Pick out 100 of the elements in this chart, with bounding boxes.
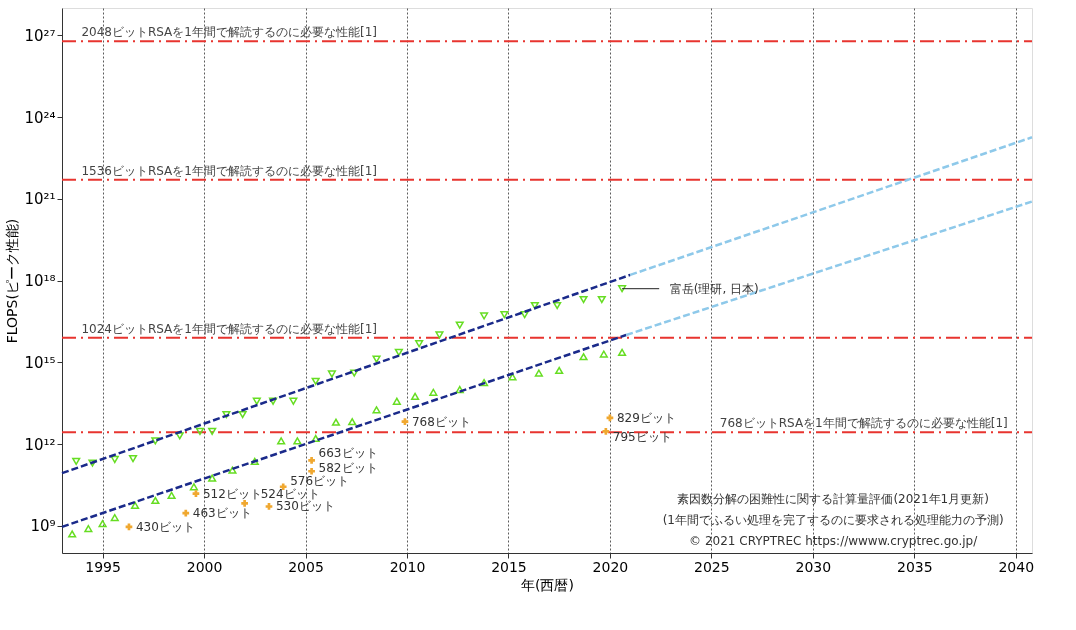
point (597, 295, 606, 304)
point (602, 428, 610, 435)
point (241, 500, 248, 507)
x-tick-label: 2010 (389, 558, 426, 575)
point (372, 355, 381, 363)
annotation: © 2021 CRYPTREC https://wwww.cryptrec.go.jp/ (689, 534, 979, 548)
point (401, 418, 409, 426)
point (348, 418, 357, 426)
point (72, 457, 81, 466)
ref-line-label: 1024ビットRSAを1年間で解読するのに必要な性能[1] (81, 321, 377, 336)
point (195, 427, 205, 436)
x-tick-label: 2035 (896, 558, 933, 575)
annotation: 463ビット (192, 506, 252, 521)
point (88, 459, 97, 467)
point (455, 321, 464, 329)
point (265, 503, 273, 510)
y-axis-title: FLOPS(ピーク性能) (4, 218, 21, 344)
point (130, 501, 140, 510)
y-tick-label: 10¹² (24, 435, 56, 454)
point (327, 370, 336, 378)
point (289, 397, 298, 405)
point (410, 392, 420, 401)
point (128, 454, 138, 463)
point (617, 285, 627, 293)
annotation: 663ビット (318, 446, 378, 461)
y-tick-label: 10¹⁵ (24, 353, 56, 372)
ref-line-label: 768ビットRSAを1年間で解読するのに必要な性能[1] (719, 416, 1008, 431)
point (392, 397, 401, 405)
point (617, 348, 627, 357)
point (429, 388, 438, 396)
point (508, 373, 517, 381)
point (293, 437, 302, 445)
point (553, 301, 562, 310)
point (208, 474, 217, 482)
point (192, 490, 200, 498)
point (84, 524, 93, 533)
x-tick-label: 2000 (186, 558, 223, 575)
point (277, 437, 286, 445)
point (311, 434, 320, 443)
point (208, 427, 217, 436)
point (250, 457, 259, 466)
annotation: 582ビット (318, 461, 378, 476)
point (98, 519, 107, 528)
point (555, 366, 564, 375)
annotation: 素因数分解の困難性に関する計算量評価(2021年1月更新) (677, 492, 989, 506)
ref-line-label: 1536ビットRSAを1年間で解読するのに必要な性能[1] (81, 163, 377, 178)
y-tick-label: 10²¹ (24, 190, 56, 209)
annotation: 829ビット (616, 410, 676, 425)
annotation: 430ビット (135, 519, 195, 534)
annotation: 576ビット (290, 473, 350, 488)
y-tick-label: 10²⁷ (24, 26, 56, 45)
point (110, 455, 119, 464)
point (167, 491, 176, 500)
x-tick-label: 2015 (491, 558, 527, 575)
point (479, 378, 489, 387)
point (222, 410, 231, 419)
point (228, 466, 237, 474)
point (182, 509, 190, 517)
x-tick-label: 2020 (592, 558, 629, 575)
point (372, 406, 381, 414)
annotation: 512ビット (202, 486, 262, 501)
point (435, 331, 444, 339)
point (311, 377, 320, 385)
point (308, 457, 315, 464)
point (534, 369, 543, 377)
x-tick-label: 2005 (288, 558, 324, 575)
y-tick-label: 10⁹ (30, 517, 56, 536)
x-tick-label: 2040 (998, 558, 1035, 575)
point (308, 467, 315, 475)
point (151, 496, 160, 505)
point (579, 353, 588, 361)
point (455, 385, 464, 394)
point (520, 310, 529, 319)
point (415, 340, 424, 348)
point (68, 530, 77, 538)
ref-line-label: 2048ビットRSAを1年間で解読するのに必要な性能[1] (81, 25, 377, 40)
point (479, 312, 489, 320)
point (394, 348, 403, 357)
point (599, 350, 608, 358)
point (175, 432, 184, 440)
x-axis-title: 年(西暦) (521, 576, 574, 593)
y-tick-label: 10²⁴ (24, 108, 56, 127)
point (110, 513, 119, 522)
point (189, 483, 199, 491)
point (500, 310, 509, 319)
point (252, 397, 261, 405)
annotation: 768ビット (411, 414, 471, 429)
x-tick-label: 2025 (694, 558, 730, 575)
point (268, 397, 278, 405)
annotation: 530ビット (275, 499, 335, 514)
x-tick-label: 2030 (795, 558, 832, 575)
point (151, 437, 160, 445)
annotation: (1年間でふるい処理を完了するのに要求される処理能力の予測) (662, 513, 1004, 527)
x-tick-label: 1995 (85, 558, 121, 575)
point (331, 418, 341, 426)
point (350, 369, 359, 377)
point (238, 410, 247, 419)
y-tick-label: 10¹⁸ (24, 272, 56, 290)
annotation: 795ビット (612, 430, 672, 445)
point (530, 301, 539, 310)
